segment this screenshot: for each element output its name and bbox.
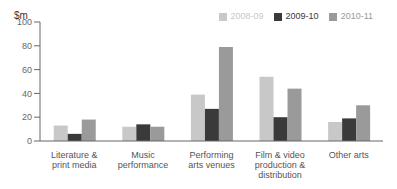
- svg-text:Other arts: Other arts: [329, 150, 370, 160]
- svg-text:Literature &print media: Literature &print media: [51, 150, 98, 170]
- svg-text:Film & videoproduction &distri: Film & videoproduction &distribution: [255, 150, 306, 180]
- svg-text:Performingarts venues: Performingarts venues: [188, 150, 235, 170]
- svg-text:0: 0: [27, 136, 32, 146]
- html-text:2008-09: 2008-09: [230, 11, 264, 21]
- svg-text:100: 100: [17, 17, 32, 27]
- html-text:2009-10: 2009-10: [285, 11, 319, 21]
- svg-text:60: 60: [22, 65, 32, 75]
- svg-text:Musicperformance: Musicperformance: [118, 150, 169, 170]
- svg-text:80: 80: [22, 41, 32, 51]
- html-text:2010-11: 2010-11: [340, 11, 373, 21]
- svg-text:40: 40: [22, 89, 32, 99]
- html-text:$m: $m: [14, 10, 28, 21]
- svg-text:20: 20: [22, 112, 32, 122]
